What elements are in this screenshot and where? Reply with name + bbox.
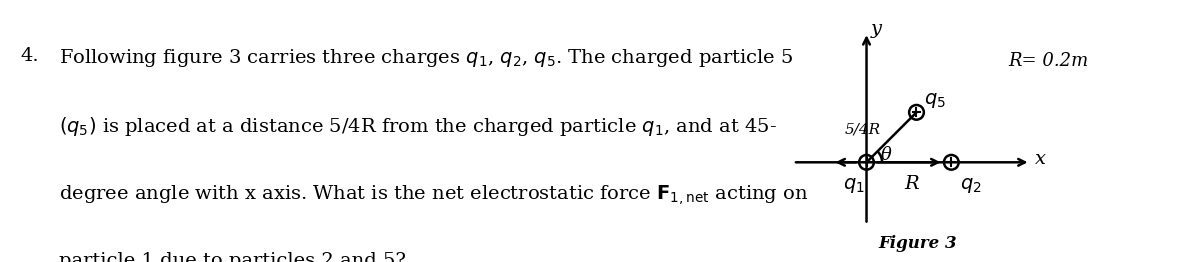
Text: Following figure 3 carries three charges $q_1$, $q_2$, $q_5$. The charged partic: Following figure 3 carries three charges… bbox=[59, 47, 793, 69]
Text: $q_1$: $q_1$ bbox=[844, 176, 865, 195]
Text: 4.: 4. bbox=[20, 47, 40, 65]
Text: $q_5$: $q_5$ bbox=[924, 90, 947, 110]
Text: $q_2$: $q_2$ bbox=[960, 176, 982, 195]
Text: R= 0.2m: R= 0.2m bbox=[1008, 52, 1088, 69]
Text: Figure 3: Figure 3 bbox=[878, 235, 956, 252]
Text: particle 1 due to particles 2 and 5?: particle 1 due to particles 2 and 5? bbox=[59, 252, 406, 262]
Text: 5/4R: 5/4R bbox=[845, 122, 881, 136]
Text: $(q_5)$ is placed at a distance 5/4R from the charged particle $q_1$, and at 45-: $(q_5)$ is placed at a distance 5/4R fro… bbox=[59, 115, 778, 138]
Text: R: R bbox=[905, 175, 919, 193]
Text: θ: θ bbox=[881, 146, 892, 164]
Text: y: y bbox=[871, 20, 882, 39]
Text: x: x bbox=[1034, 150, 1046, 168]
Text: degree angle with x axis. What is the net electrostatic force $\mathbf{F}_{1,\ma: degree angle with x axis. What is the ne… bbox=[59, 183, 809, 207]
